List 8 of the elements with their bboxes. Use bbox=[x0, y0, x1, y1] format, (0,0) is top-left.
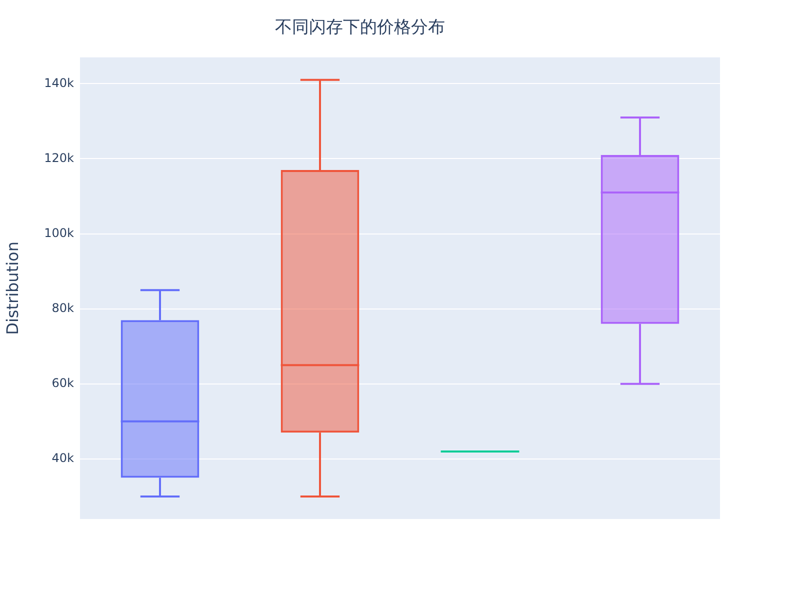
y-axis-title: Distribution bbox=[2, 242, 22, 335]
chart-title: 不同闪存下的价格分布 bbox=[275, 18, 445, 38]
y-tick-label: 100k bbox=[44, 226, 74, 240]
y-tick-label: 120k bbox=[44, 150, 74, 165]
y-tick-label: 60k bbox=[52, 376, 74, 390]
y-tick-label: 40k bbox=[52, 451, 74, 466]
y-tick-label: 80k bbox=[52, 300, 74, 315]
y-tick-label: 140k bbox=[44, 76, 74, 90]
